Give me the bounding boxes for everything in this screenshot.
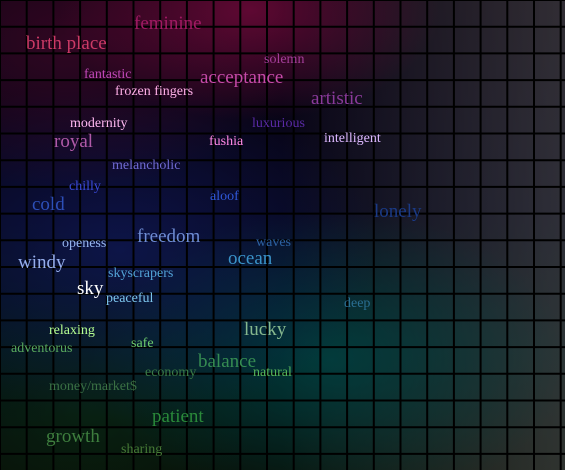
word-balance: balance bbox=[198, 351, 257, 372]
word-melancholic: melancholic bbox=[112, 158, 181, 173]
word-feminine: feminine bbox=[134, 13, 202, 34]
word-aloof: aloof bbox=[210, 189, 239, 204]
word-skyscrapers: skyscrapers bbox=[108, 266, 174, 281]
word-waves: waves bbox=[256, 235, 291, 250]
word-relaxing: relaxing bbox=[49, 323, 95, 338]
word-cold: cold bbox=[32, 194, 65, 215]
word-frozen-fingers: frozen fingers bbox=[115, 84, 194, 99]
word-intelligent: intelligent bbox=[324, 131, 381, 146]
word-sharing: sharing bbox=[121, 442, 163, 457]
word-freedom: freedom bbox=[137, 226, 201, 247]
word-money-market: money/market$ bbox=[49, 379, 137, 394]
word-growth: growth bbox=[46, 426, 100, 447]
word-openess: openess bbox=[62, 236, 107, 251]
word-fantastic: fantastic bbox=[84, 67, 132, 82]
word-sky: sky bbox=[77, 278, 104, 299]
word-deep: deep bbox=[344, 296, 371, 311]
word-safe: safe bbox=[131, 336, 154, 351]
word-luxurious: luxurious bbox=[252, 116, 305, 131]
word-patient: patient bbox=[152, 406, 204, 427]
word-peaceful: peaceful bbox=[106, 291, 154, 306]
word-fushia: fushia bbox=[209, 134, 244, 149]
word-lucky: lucky bbox=[244, 319, 287, 340]
word-modernity: modernity bbox=[70, 116, 128, 131]
word-solemn: solemn bbox=[264, 52, 305, 67]
word-chilly: chilly bbox=[69, 179, 101, 194]
word-artistic: artistic bbox=[311, 88, 363, 109]
word-economy: economy bbox=[145, 365, 197, 380]
word-birth-place: birth place bbox=[26, 33, 107, 54]
word-adventorus: adventorus bbox=[11, 341, 73, 356]
word-acceptance: acceptance bbox=[200, 67, 284, 88]
word-windy: windy bbox=[18, 252, 66, 273]
word-ocean: ocean bbox=[228, 248, 273, 269]
word-royal: royal bbox=[54, 131, 94, 152]
word-natural: natural bbox=[253, 365, 292, 380]
word-lonely: lonely bbox=[374, 201, 422, 222]
